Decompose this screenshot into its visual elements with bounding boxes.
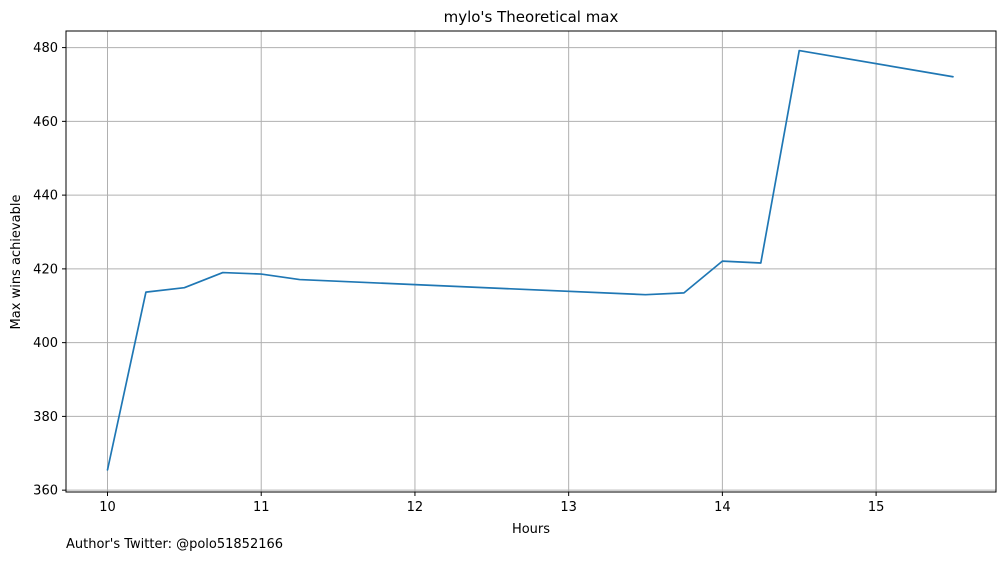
x-tick-label: 14	[714, 500, 731, 515]
y-tick-label: 360	[33, 484, 58, 499]
y-tick-label: 380	[33, 410, 58, 425]
data-point	[260, 273, 263, 276]
x-tick-label: 11	[253, 500, 270, 515]
grid	[66, 31, 996, 492]
y-tick-label: 400	[33, 336, 58, 351]
chart-title: mylo's Theoretical max	[444, 8, 619, 26]
series-layer	[106, 49, 954, 471]
y-tick-label: 420	[33, 262, 58, 277]
x-tick-label: 12	[407, 500, 424, 515]
axes	[65, 30, 997, 493]
data-point	[183, 286, 186, 289]
data-point	[798, 49, 801, 52]
x-tick-label: 15	[868, 500, 885, 515]
author-note: Author's Twitter: @polo51852166	[66, 537, 284, 552]
x-tick-label: 13	[560, 500, 577, 515]
data-point	[682, 291, 685, 294]
data-point	[144, 291, 147, 294]
series-line	[106, 49, 954, 471]
data-point	[644, 293, 647, 296]
x-axis-label: Hours	[512, 522, 550, 537]
data-point	[298, 278, 301, 281]
y-axis-label: Max wins achievable	[9, 195, 24, 330]
data-point	[951, 75, 954, 78]
data-point	[759, 261, 762, 264]
y-tick-label: 460	[33, 115, 58, 130]
y-tick-label: 440	[33, 189, 58, 204]
data-point	[221, 271, 224, 274]
ticks: 10 11 12 13 14 15 360 380 400 420 440 460 480	[33, 41, 884, 515]
data-point	[106, 468, 109, 471]
x-tick-label: 10	[99, 500, 116, 515]
plot-frame	[65, 30, 997, 493]
data-point	[721, 260, 724, 263]
y-tick-label: 480	[33, 41, 58, 56]
